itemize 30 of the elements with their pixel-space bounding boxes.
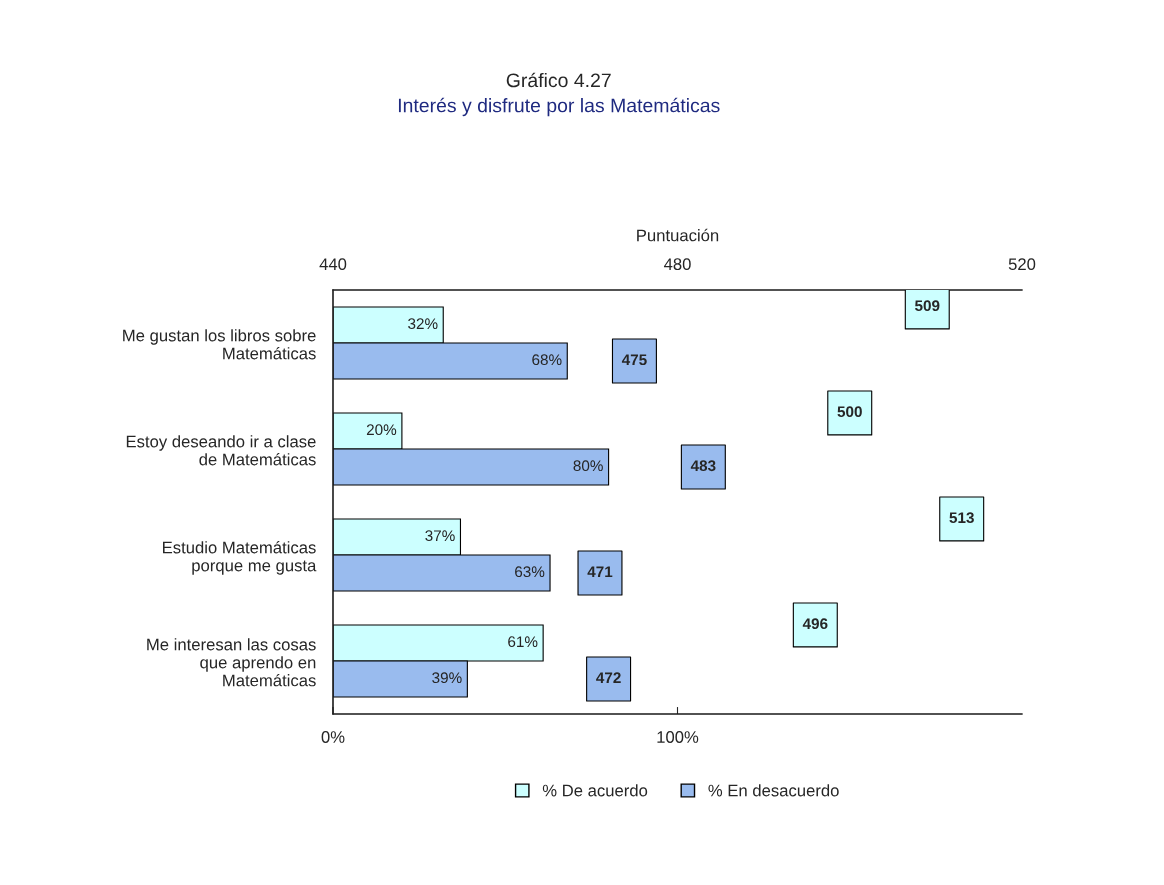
data-label: 509	[914, 300, 940, 312]
x2-tick-label: 440	[319, 258, 347, 271]
y-tick-label: Me interesan las cosas que aprendo en Matemáticas	[147, 638, 316, 687]
x2-axis-title: Puntuación	[637, 228, 719, 242]
x-tick-label: 0%	[321, 731, 345, 743]
data-label: 513	[949, 512, 974, 524]
x-tick-label: 100%	[657, 731, 699, 743]
data-label: 472	[596, 672, 621, 683]
data-label: 37%	[425, 530, 455, 542]
data-label: 39%	[432, 672, 462, 684]
data-label: 500	[837, 406, 862, 418]
chart-title: Gráfico 4.27	[506, 72, 611, 88]
x2-tick-label: 520	[1008, 258, 1036, 271]
data-label: 63%	[515, 566, 545, 578]
chart-subtitle: Interés y disfrute por las Matemáticas	[398, 97, 720, 117]
data-label: 20%	[366, 424, 397, 436]
data-label: 483	[690, 460, 716, 472]
data-label: 32%	[408, 318, 438, 330]
legend-label: % De acuerdo	[542, 784, 648, 797]
data-label: 496	[802, 618, 828, 630]
data-label: 471	[587, 566, 613, 577]
x2-tick-label: 480	[663, 258, 691, 271]
data-label: 61%	[508, 636, 538, 648]
data-label: 68%	[532, 354, 562, 366]
data-label: 80%	[573, 460, 603, 472]
legend-label: % En desacuerdo	[708, 784, 839, 797]
data-label: 475	[621, 354, 647, 366]
y-tick-label: Estoy deseando ir a clase de Matemáticas	[126, 435, 316, 466]
y-tick-label: Me gustan los libros sobre Matemáticas	[123, 329, 316, 360]
y-tick-label: Estudio Matemáticas porque me gusta	[163, 541, 317, 575]
